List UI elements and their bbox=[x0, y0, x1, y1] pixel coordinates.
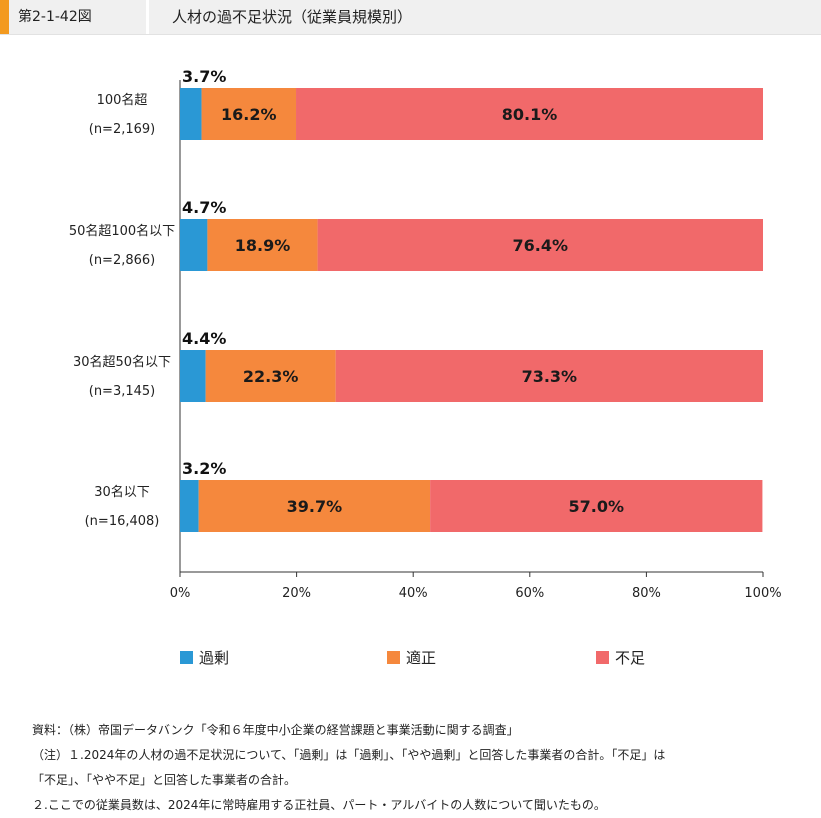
legend-label: 適正 bbox=[406, 649, 436, 667]
bar-segment-1 bbox=[201, 88, 297, 140]
category-label: 30名超50名以下 bbox=[73, 354, 171, 370]
category-label: 100名超 bbox=[97, 92, 148, 108]
data-label: 16.2% bbox=[221, 105, 277, 124]
bar-segment-2 bbox=[296, 88, 763, 140]
x-tick-label: 40% bbox=[399, 586, 428, 601]
bar-segment-2 bbox=[317, 219, 763, 271]
bar-segment-2 bbox=[430, 480, 763, 532]
category-label: 50名超100名以下 bbox=[69, 223, 175, 239]
bar-segment-1 bbox=[198, 480, 431, 532]
data-label: 73.3% bbox=[522, 367, 578, 386]
stacked-bar-chart: 0% 20% 40% 60% 80% 100% 100名超 (n=2,169) 3.7% 16.2… bbox=[69, 67, 782, 667]
x-tick-label: 0% bbox=[170, 586, 191, 601]
note-1-continued: 「不足」、「やや不足」と回答した事業者の合計。 bbox=[32, 773, 297, 787]
data-label: 39.7% bbox=[287, 497, 343, 516]
legend-label: 不足 bbox=[615, 649, 645, 667]
legend-swatch bbox=[180, 651, 193, 664]
x-tick-label: 80% bbox=[632, 586, 661, 601]
source-line: 資料：（株）帝国データバンク「令和６年度中小企業の経営課題と事業活動に関する調査… bbox=[32, 723, 519, 737]
data-label: 80.1% bbox=[502, 105, 558, 124]
data-label: 3.7% bbox=[182, 67, 226, 86]
bar-segment-0 bbox=[180, 480, 199, 532]
data-label: 3.2% bbox=[182, 459, 226, 478]
legend-swatch bbox=[387, 651, 400, 664]
bar-segment-1 bbox=[207, 219, 318, 271]
bar-segment-2 bbox=[335, 350, 763, 402]
bar-segment-0 bbox=[180, 350, 206, 402]
figure-title: 人材の過不足状況（従業員規模別） bbox=[172, 8, 413, 26]
source-notes: 資料：（株）帝国データバンク「令和６年度中小企業の経営課題と事業活動に関する調査… bbox=[32, 718, 802, 818]
note-1: （注）１.2024年の人材の過不足状況について、「過剰」は「過剰」、「やや過剰」… bbox=[32, 748, 666, 762]
legend-label: 過剰 bbox=[199, 649, 229, 667]
figure-number: 第2-1-42図 bbox=[18, 9, 92, 25]
bar-segment-0 bbox=[180, 88, 202, 140]
bar-segment-0 bbox=[180, 219, 208, 271]
legend-swatch bbox=[596, 651, 609, 664]
x-tick-label: 100% bbox=[744, 586, 781, 601]
figure-header: 第2-1-42図 人材の過不足状況（従業員規模別） bbox=[0, 0, 821, 35]
data-label: 4.7% bbox=[182, 198, 226, 217]
header-accent-bar bbox=[0, 0, 9, 34]
data-label: 57.0% bbox=[569, 497, 625, 516]
data-label: 18.9% bbox=[235, 236, 291, 255]
category-n-label: (n=16,408) bbox=[85, 514, 160, 529]
x-tick-label: 60% bbox=[515, 586, 544, 601]
header-separator bbox=[146, 0, 149, 34]
category-n-label: (n=2,169) bbox=[89, 122, 156, 137]
bar-segment-1 bbox=[205, 350, 336, 402]
category-n-label: (n=2,866) bbox=[89, 253, 156, 268]
data-label: 22.3% bbox=[243, 367, 299, 386]
x-tick-label: 20% bbox=[282, 586, 311, 601]
note-2: ２.ここでの従業員数は、2024年に常時雇用する正社員、パート・アルバイトの人数… bbox=[32, 798, 606, 812]
category-label: 30名以下 bbox=[94, 484, 150, 500]
data-label: 4.4% bbox=[182, 329, 226, 348]
data-label: 76.4% bbox=[513, 236, 569, 255]
category-n-label: (n=3,145) bbox=[89, 384, 156, 399]
